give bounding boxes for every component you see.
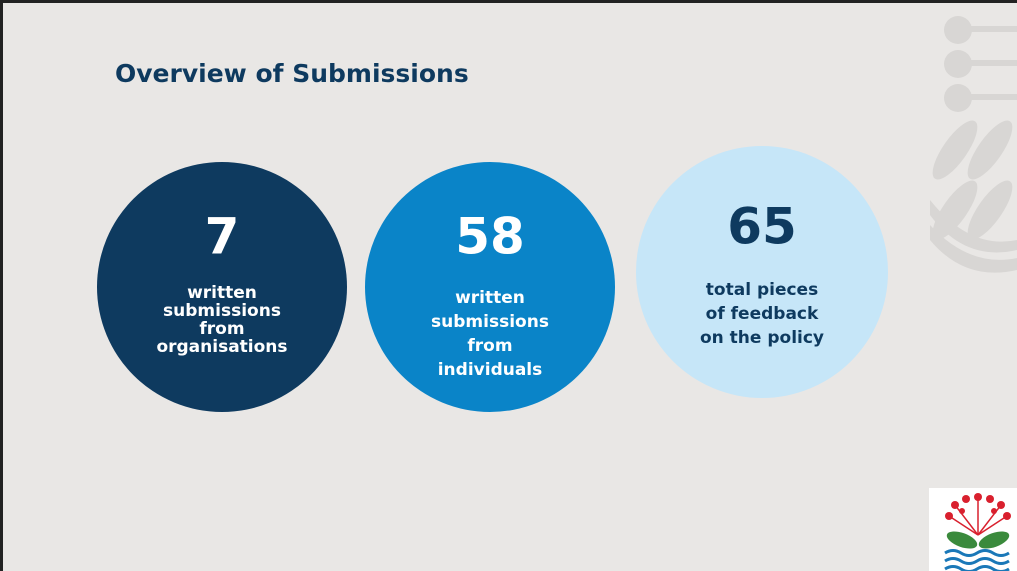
stat-label: organisations <box>156 337 287 357</box>
stat-circle <box>636 146 888 398</box>
stat-label: of feedback <box>706 304 819 324</box>
decoration <box>930 16 1017 273</box>
stat-label: total pieces <box>706 280 818 300</box>
stat-label: from <box>199 319 244 339</box>
stat-label: written <box>455 288 525 308</box>
stat-number: 65 <box>727 198 797 256</box>
stat-label: on the policy <box>700 328 824 348</box>
logo <box>929 488 1017 571</box>
stat-label: submissions <box>431 312 549 332</box>
stat-circle <box>97 162 347 412</box>
slide-title: Overview of Submissions <box>115 59 469 88</box>
stat-number: 58 <box>455 208 525 266</box>
stat-circle <box>365 162 615 412</box>
stat-label: written <box>187 283 257 303</box>
stat-number: 7 <box>205 208 240 266</box>
stat-label: individuals <box>438 360 543 380</box>
stat-label: submissions <box>163 301 281 321</box>
stat-label: from <box>467 336 512 356</box>
